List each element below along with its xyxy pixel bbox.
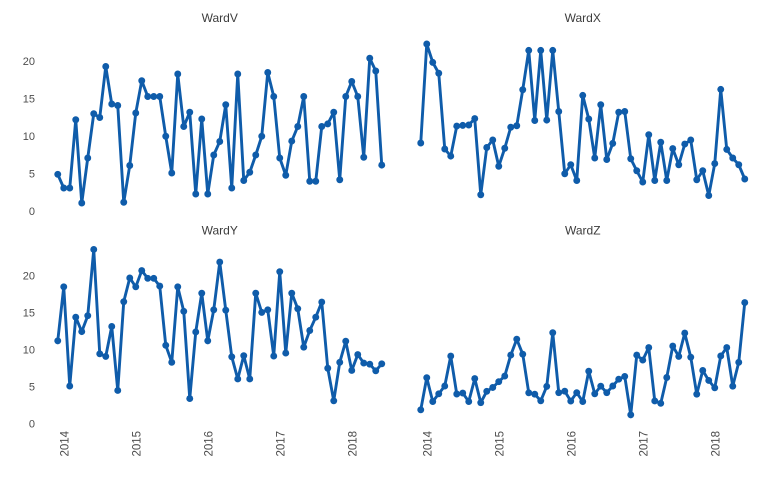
svg-text:20: 20 [23,271,35,283]
svg-text:2018: 2018 [710,431,722,457]
svg-text:2016: 2016 [566,431,578,457]
svg-text:10: 10 [23,131,35,143]
svg-text:5: 5 [29,382,35,394]
svg-text:2017: 2017 [638,431,650,457]
svg-text:2017: 2017 [275,431,287,457]
svg-text:10: 10 [23,345,35,357]
svg-text:2016: 2016 [203,431,215,457]
svg-text:WardX: WardX [565,11,601,25]
svg-text:2014: 2014 [422,430,434,456]
svg-text:5: 5 [29,169,35,181]
svg-text:0: 0 [29,419,35,431]
svg-text:2015: 2015 [494,431,506,457]
svg-text:0: 0 [29,206,35,218]
svg-text:20: 20 [23,56,35,68]
svg-text:2015: 2015 [131,431,143,457]
svg-text:WardV: WardV [202,11,238,25]
svg-text:WardY: WardY [202,224,238,238]
svg-text:15: 15 [23,308,35,320]
svg-text:2018: 2018 [347,431,359,457]
svg-text:WardZ: WardZ [565,224,601,238]
svg-text:15: 15 [23,94,35,106]
svg-text:2014: 2014 [59,430,71,456]
